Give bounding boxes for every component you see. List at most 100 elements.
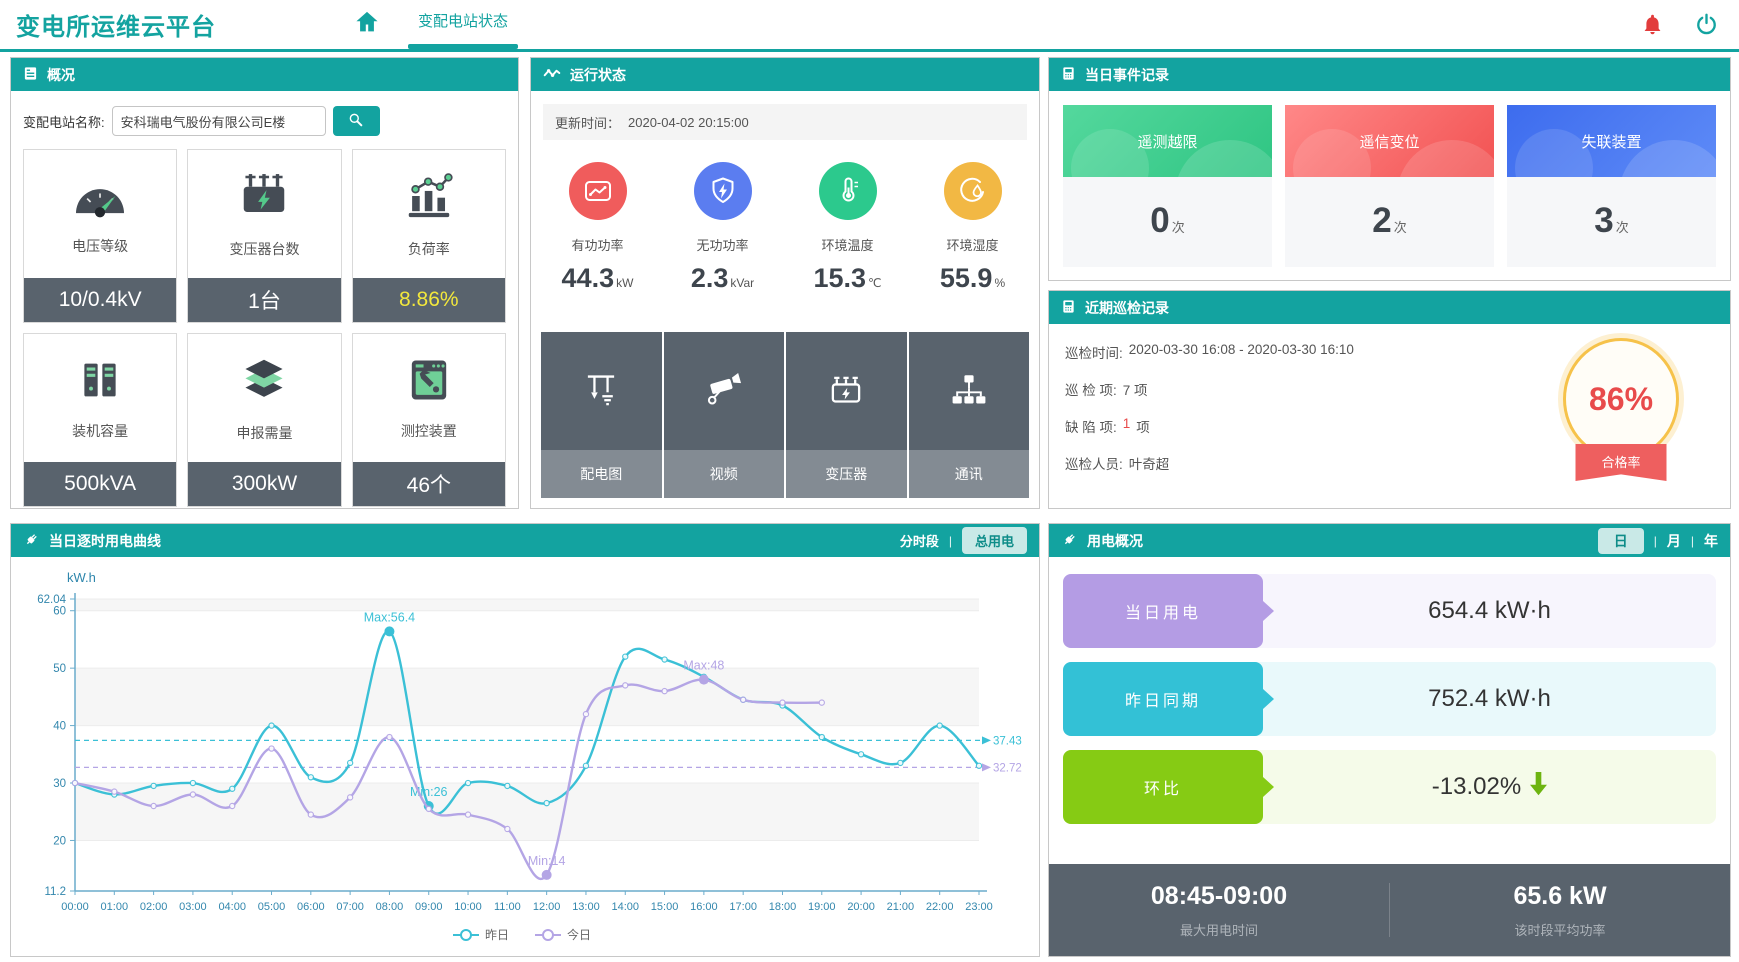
usage-row-value: -13.02% bbox=[1431, 773, 1522, 800]
svg-text:18:00: 18:00 bbox=[769, 901, 797, 913]
button-label: 变压器 bbox=[786, 450, 907, 498]
inspection-time: 巡检时间: 2020-03-30 16:08 - 2020-03-30 16:10 bbox=[1065, 342, 1354, 361]
shield-lightning-icon bbox=[693, 162, 752, 220]
card-label: 负荷率 bbox=[407, 241, 450, 257]
svg-text:今日: 今日 bbox=[567, 927, 591, 942]
card-value: 10/0.4kV bbox=[24, 278, 177, 322]
svg-text:00:00: 00:00 bbox=[61, 901, 89, 913]
event-unit: 次 bbox=[1393, 220, 1407, 235]
panel-hourly-usage-chart: 当日逐时用电曲线 分时段 | 总用电 62.04 60 50 40 30 20 11.2 kW… bbox=[10, 523, 1040, 957]
svg-text:14:00: 14:00 bbox=[611, 901, 639, 913]
svg-text:07:00: 07:00 bbox=[336, 901, 364, 913]
down-arrow-icon bbox=[1530, 771, 1548, 803]
button-video[interactable]: 视频 bbox=[663, 332, 784, 498]
home-button[interactable] bbox=[354, 9, 380, 40]
card-installed-capacity: 装机容量 500kVA bbox=[23, 333, 178, 507]
trend-chart-icon bbox=[568, 162, 627, 220]
svg-text:02:00: 02:00 bbox=[140, 901, 168, 913]
card-monitoring-devices: 测控装置 46个 bbox=[351, 333, 506, 507]
thermometer-icon bbox=[818, 162, 877, 220]
svg-text:23:00: 23:00 bbox=[965, 901, 993, 913]
usage-row-label: 昨日同期 bbox=[1063, 662, 1263, 736]
monitoring-device-icon bbox=[404, 355, 454, 410]
metric-reactive-power: 无功功率 2.3 kVar bbox=[660, 162, 785, 294]
card-value: 8.86% bbox=[352, 278, 505, 322]
power-icon[interactable] bbox=[1694, 12, 1719, 37]
card-value: 500kVA bbox=[24, 462, 177, 506]
tab-station-status[interactable]: 变配电站状态 bbox=[408, 0, 519, 49]
event-unit: 次 bbox=[1615, 220, 1629, 235]
svg-text:06:00: 06:00 bbox=[297, 901, 325, 913]
record-icon bbox=[1061, 66, 1076, 84]
panel-running-status: 运行状态 更新时间： 2020-04-02 20:15:00 有功功率 44.3… bbox=[530, 57, 1040, 509]
transformer-outline-icon bbox=[786, 332, 907, 450]
usage-row-today: 当日用电 654.4 kW·h bbox=[1063, 574, 1716, 648]
svg-text:09:00: 09:00 bbox=[415, 901, 443, 913]
button-transformer[interactable]: 变压器 bbox=[786, 332, 907, 498]
metric-label: 无功功率 bbox=[696, 238, 749, 253]
update-time-value: 2020-04-02 20:15:00 bbox=[628, 114, 749, 130]
button-communication[interactable]: 通讯 bbox=[908, 332, 1029, 498]
gauge-icon bbox=[72, 172, 128, 225]
tab-month[interactable]: 月 bbox=[1666, 532, 1681, 549]
tab-by-period[interactable]: 分时段 bbox=[899, 534, 939, 549]
search-button[interactable] bbox=[332, 106, 380, 136]
panel-title: 用电概况 bbox=[1087, 532, 1143, 549]
card-transformer-count: 变压器台数 1台 bbox=[187, 149, 342, 323]
metric-label: 环境温度 bbox=[821, 238, 874, 253]
usage-row-value: 654.4 kW·h bbox=[1428, 597, 1551, 624]
svg-text:17:00: 17:00 bbox=[729, 901, 757, 913]
svg-text:16:00: 16:00 bbox=[690, 901, 718, 913]
svg-text:昨日: 昨日 bbox=[485, 928, 509, 942]
humidity-icon bbox=[943, 162, 1002, 220]
tab-separator: | bbox=[1653, 533, 1657, 548]
panel-title: 当日事件记录 bbox=[1085, 66, 1169, 83]
svg-text:03:00: 03:00 bbox=[179, 901, 207, 913]
svg-text:37.43: 37.43 bbox=[993, 735, 1022, 747]
panel-title: 近期巡检记录 bbox=[1085, 299, 1169, 316]
metric-unit: kVar bbox=[730, 276, 755, 290]
tab-day[interactable]: 日 bbox=[1597, 527, 1644, 554]
card-label: 电压等级 bbox=[72, 238, 129, 254]
usage-row-label: 当日用电 bbox=[1063, 574, 1263, 648]
panel-inspection: 近期巡检记录 巡检时间: 2020-03-30 16:08 - 2020-03-3… bbox=[1048, 290, 1731, 509]
svg-text:08:00: 08:00 bbox=[376, 901, 404, 913]
usage-line-chart: 62.04 60 50 40 30 20 11.2 kW.h 00:00 01:00 02:00 03… bbox=[11, 557, 1039, 947]
max-usage-period: 08:45-09:00 最大用电时间 bbox=[1150, 881, 1288, 938]
svg-text:05:00: 05:00 bbox=[258, 901, 286, 913]
svg-text:Min:14: Min:14 bbox=[528, 854, 566, 868]
event-count: 3 bbox=[1594, 201, 1614, 240]
top-bar: 变电所运维云平台 变配电站状态 bbox=[0, 0, 1739, 52]
tab-year[interactable]: 年 bbox=[1704, 532, 1718, 549]
tab-total-usage[interactable]: 总用电 bbox=[961, 527, 1027, 554]
svg-text:kW.h: kW.h bbox=[67, 570, 96, 585]
event-card-title: 遥测越限 bbox=[1063, 105, 1272, 177]
card-value: 46个 bbox=[352, 462, 505, 506]
card-label: 测控装置 bbox=[400, 423, 457, 439]
metric-value: 2.3 bbox=[690, 263, 729, 293]
svg-text:50: 50 bbox=[53, 663, 66, 675]
svg-text:12:00: 12:00 bbox=[533, 901, 561, 913]
card-load-rate: 负荷率 8.86% bbox=[351, 149, 506, 323]
svg-text:10:00: 10:00 bbox=[454, 901, 482, 913]
event-card-title: 遥信变位 bbox=[1285, 105, 1494, 177]
usage-footer: 08:45-09:00 最大用电时间 65.6 kW 该时段平均功率 bbox=[1049, 864, 1730, 956]
notification-bell-icon[interactable] bbox=[1641, 13, 1664, 36]
avg-power-in-period: 65.6 kW 该时段平均功率 bbox=[1513, 881, 1607, 938]
card-label: 变压器台数 bbox=[229, 241, 300, 257]
panel-title: 当日逐时用电曲线 bbox=[49, 532, 161, 549]
metric-unit: % bbox=[994, 276, 1006, 290]
distribution-diagram-icon bbox=[541, 332, 662, 450]
button-distribution-diagram[interactable]: 配电图 bbox=[541, 332, 662, 498]
metric-unit: kW bbox=[616, 276, 634, 290]
usage-row-yesterday: 昨日同期 752.4 kW·h bbox=[1063, 662, 1716, 736]
card-declared-demand: 申报需量 300kW bbox=[187, 333, 342, 507]
svg-text:20: 20 bbox=[53, 835, 66, 847]
search-icon bbox=[347, 111, 365, 132]
station-name-input[interactable] bbox=[111, 106, 326, 136]
card-voltage-level: 电压等级 10/0.4kV bbox=[23, 149, 178, 323]
svg-text:11.2: 11.2 bbox=[44, 886, 66, 898]
